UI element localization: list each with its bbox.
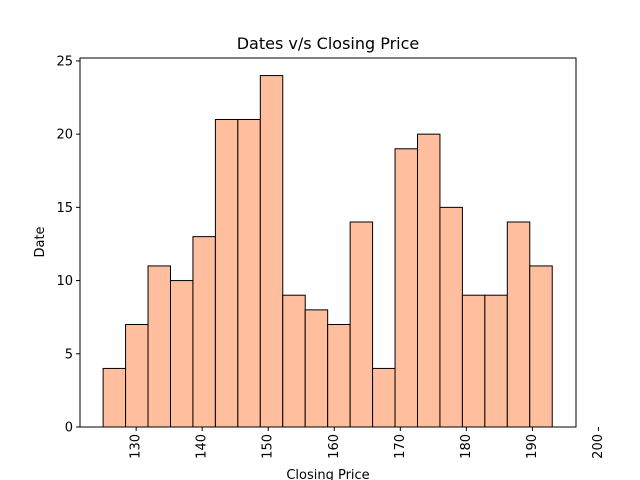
histogram-bar [282, 294, 306, 428]
histogram-bar [506, 221, 531, 428]
y-tick-label: 25 [56, 54, 73, 69]
x-axis-label: Closing Price [286, 468, 369, 480]
y-tick-label: 20 [56, 128, 73, 143]
x-tick-label: 190 [525, 434, 540, 459]
x-axis: 130 140 150 160 170 180 190 200 [129, 427, 606, 459]
histogram-bar [484, 294, 508, 428]
histogram-bar [214, 119, 239, 428]
histogram-bar [416, 133, 441, 428]
chart-title: Dates v/s Closing Price [237, 34, 420, 53]
histogram-bar [169, 280, 194, 428]
y-axis-label: Date [33, 226, 48, 257]
histogram-bar [349, 221, 374, 428]
histogram-bar [439, 206, 463, 428]
histogram-bar [461, 294, 486, 428]
x-tick-label: 130 [129, 434, 144, 459]
histogram-bar [237, 119, 261, 428]
x-tick-label: 160 [327, 434, 342, 459]
bars-group [102, 75, 553, 428]
x-tick-label: 170 [393, 434, 408, 459]
x-tick-label: 150 [261, 434, 276, 459]
histogram-bar [394, 148, 419, 428]
histogram-bar [102, 367, 127, 428]
histogram-bar [327, 324, 351, 428]
y-tick-label: 15 [56, 201, 73, 216]
x-tick-label: 180 [459, 434, 474, 459]
histogram-bar [372, 367, 396, 428]
y-tick-label: 5 [65, 347, 73, 362]
y-axis: 0 5 10 15 20 25 [56, 54, 80, 436]
plot-frame [79, 57, 577, 428]
histogram-bar [192, 236, 216, 428]
histogram-bar [529, 265, 553, 428]
histogram-bar [304, 309, 329, 428]
histogram-bar [147, 265, 171, 428]
histogram-bar [259, 75, 284, 428]
y-tick-label: 10 [56, 274, 73, 289]
x-tick-label: 200 [591, 434, 606, 459]
y-tick-label: 0 [65, 421, 73, 436]
histogram-bar [125, 324, 149, 428]
x-tick-label: 140 [195, 434, 210, 459]
